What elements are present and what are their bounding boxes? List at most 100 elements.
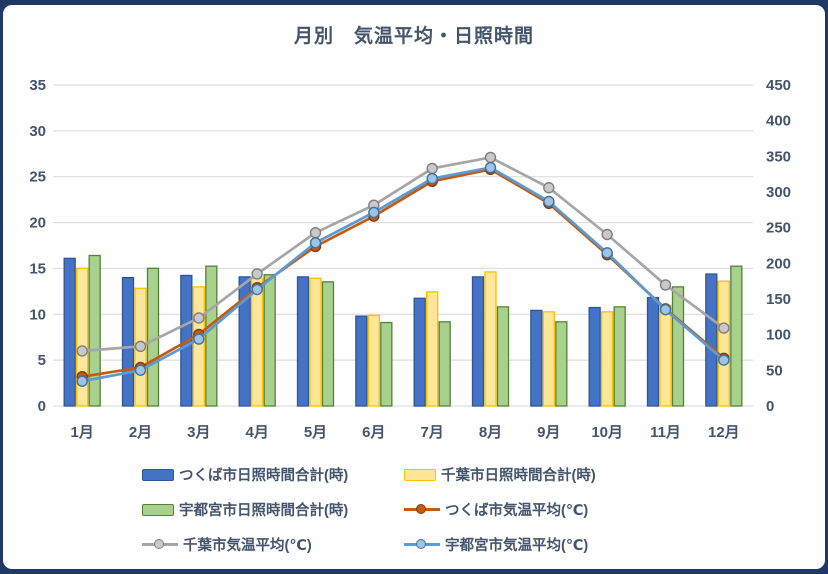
marker-千葉市気温平均(℃) <box>134 340 147 353</box>
marker-千葉市気温平均(℃) <box>426 162 438 175</box>
bar-千葉市日照時間合計(時) <box>76 267 89 407</box>
chart-legend: つくば市日照時間合計(時) 千葉市日照時間合計(時) 宇都宮市日照時間合計(時)… <box>142 464 714 555</box>
x-axis-month-label: 4月 <box>245 424 268 441</box>
bar-つくば市日照時間合計(時) <box>471 276 485 407</box>
line-宇都宮市気温平均(℃) <box>80 166 726 383</box>
bar-千葉市日照時間合計(時) <box>309 277 322 407</box>
bar-宇都宮市日照時間合計(時) <box>263 274 276 407</box>
bar-千葉市日照時間合計(時) <box>542 311 555 407</box>
left-axis-tick-label: 35 <box>29 77 46 94</box>
bar-宇都宮市日照時間合計(時) <box>438 321 451 407</box>
legend-label: 千葉市気温平均(℃) <box>183 538 312 554</box>
right-axis-tick-label: 150 <box>766 291 791 308</box>
bar-千葉市日照時間合計(時) <box>484 271 497 407</box>
left-axis-tick-label: 30 <box>29 123 46 140</box>
bar-つくば市日照時間合計(時) <box>63 257 76 407</box>
x-axis-month-label: 8月 <box>479 424 502 441</box>
bar-千葉市日照時間合計(時) <box>192 286 205 407</box>
bar-千葉市日照時間合計(時) <box>659 304 672 407</box>
marker-宇都宮市気温平均(℃) <box>426 172 438 185</box>
left-axis-tick-label: 20 <box>29 215 46 232</box>
x-axis-month-label: 7月 <box>420 424 443 441</box>
bar-swatch-icon <box>142 503 174 516</box>
marker-千葉市気温平均(℃) <box>601 228 613 241</box>
x-axis-month-label: 11月 <box>650 424 681 441</box>
marker-宇都宮市気温平均(℃) <box>251 283 263 296</box>
legend-item-tsukuba-temp: つくば市気温平均(℃) <box>404 499 714 520</box>
legend-label: 宇都宮市気温平均(℃) <box>445 538 589 554</box>
right-axis-tick-label: 50 <box>766 362 783 379</box>
marker-宇都宮市気温平均(℃) <box>76 375 88 387</box>
marker-千葉市気温平均(℃) <box>484 151 497 164</box>
bar-つくば市日照時間合計(時) <box>238 276 251 407</box>
bar-つくば市日照時間合計(時) <box>355 315 368 407</box>
bar-つくば市日照時間合計(時) <box>588 306 601 407</box>
marker-宇都宮市気温平均(℃) <box>368 206 380 219</box>
bar-宇都宮市日照時間合計(時) <box>205 265 218 407</box>
left-axis-tick-label: 15 <box>29 260 46 277</box>
bar-つくば市日照時間合計(時) <box>413 297 426 407</box>
legend-item-chiba-temp: 千葉市気温平均(℃) <box>142 534 404 555</box>
bar-宇都宮市日照時間合計(時) <box>380 321 393 407</box>
bar-千葉市日照時間合計(時) <box>717 280 730 407</box>
right-axis-tick-label: 200 <box>766 255 791 272</box>
line-marker-swatch-icon <box>404 504 440 515</box>
bar-つくば市日照時間合計(時) <box>296 276 310 407</box>
left-axis-tick-label: 10 <box>29 306 46 323</box>
bar-宇都宮市日照時間合計(時) <box>730 265 743 407</box>
bar-宇都宮市日照時間合計(時) <box>613 306 626 407</box>
right-axis-tick-label: 450 <box>766 77 791 94</box>
marker-千葉市気温平均(℃) <box>309 226 322 239</box>
marker-宇都宮市気温平均(℃) <box>193 333 205 345</box>
right-axis-tick-label: 0 <box>766 398 774 415</box>
x-axis-month-label: 1月 <box>70 424 93 441</box>
x-axis-month-label: 2月 <box>129 424 152 441</box>
bar-つくば市日照時間合計(時) <box>705 273 718 407</box>
marker-千葉市気温平均(℃) <box>659 279 672 291</box>
line-marker-swatch-icon <box>142 539 178 550</box>
legend-label: つくば市気温平均(℃) <box>445 503 589 519</box>
marker-千葉市気温平均(℃) <box>251 268 263 280</box>
right-axis-tick-label: 250 <box>766 220 791 237</box>
marker-宇都宮市気温平均(℃) <box>601 247 613 259</box>
x-axis-month-label: 3月 <box>187 424 210 441</box>
bar-千葉市日照時間合計(時) <box>601 311 614 407</box>
x-axis-month-label: 5月 <box>304 424 327 441</box>
bar-宇都宮市日照時間合計(時) <box>88 254 101 407</box>
line-marker-swatch-icon <box>404 539 440 550</box>
x-axis-month-label: 6月 <box>362 424 385 441</box>
bar-千葉市日照時間合計(時) <box>426 291 439 407</box>
x-axis-month-label: 10月 <box>591 424 623 441</box>
marker-宇都宮市気温平均(℃) <box>543 195 555 208</box>
legend-label: つくば市日照時間合計(時) <box>179 468 349 484</box>
marker-千葉市気温平均(℃) <box>193 312 205 324</box>
bar-つくば市日照時間合計(時) <box>530 309 543 407</box>
plot-area: 0510152025303505010015020025030035040045… <box>29 77 791 441</box>
left-axis-tick-label: 5 <box>38 352 46 369</box>
x-axis-month-label: 9月 <box>537 424 560 441</box>
line-千葉市気温平均(℃) <box>80 156 726 353</box>
marker-宇都宮市気温平均(℃) <box>484 161 497 174</box>
right-axis-tick-label: 100 <box>766 327 791 344</box>
chart-title: 月別 気温平均・日照時間 <box>293 26 534 47</box>
right-axis-tick-label: 400 <box>766 113 791 130</box>
bar-宇都宮市日照時間合計(時) <box>496 306 510 407</box>
marker-千葉市気温平均(℃) <box>76 345 88 357</box>
bar-宇都宮市日照時間合計(時) <box>555 321 568 407</box>
marker-宇都宮市気温平均(℃) <box>718 354 730 366</box>
left-axis-tick-label: 0 <box>38 398 46 415</box>
bar-swatch-icon <box>142 468 174 481</box>
right-axis-tick-label: 350 <box>766 148 791 165</box>
x-axis-month-label: 12月 <box>708 424 740 441</box>
marker-宇都宮市気温平均(℃) <box>309 237 322 249</box>
marker-千葉市気温平均(℃) <box>543 182 555 194</box>
legend-label: 宇都宮市日照時間合計(時) <box>179 503 349 519</box>
bar-つくば市日照時間合計(時) <box>121 276 135 407</box>
right-axis-tick-label: 300 <box>766 184 791 201</box>
bar-宇都宮市日照時間合計(時) <box>321 281 335 407</box>
marker-宇都宮市気温平均(℃) <box>134 364 147 376</box>
bar-千葉市日照時間合計(時) <box>251 277 264 407</box>
left-axis-tick-label: 25 <box>29 169 46 186</box>
legend-item-utsunomiya-temp: 宇都宮市気温平均(℃) <box>404 534 714 555</box>
marker-千葉市気温平均(℃) <box>718 322 730 334</box>
